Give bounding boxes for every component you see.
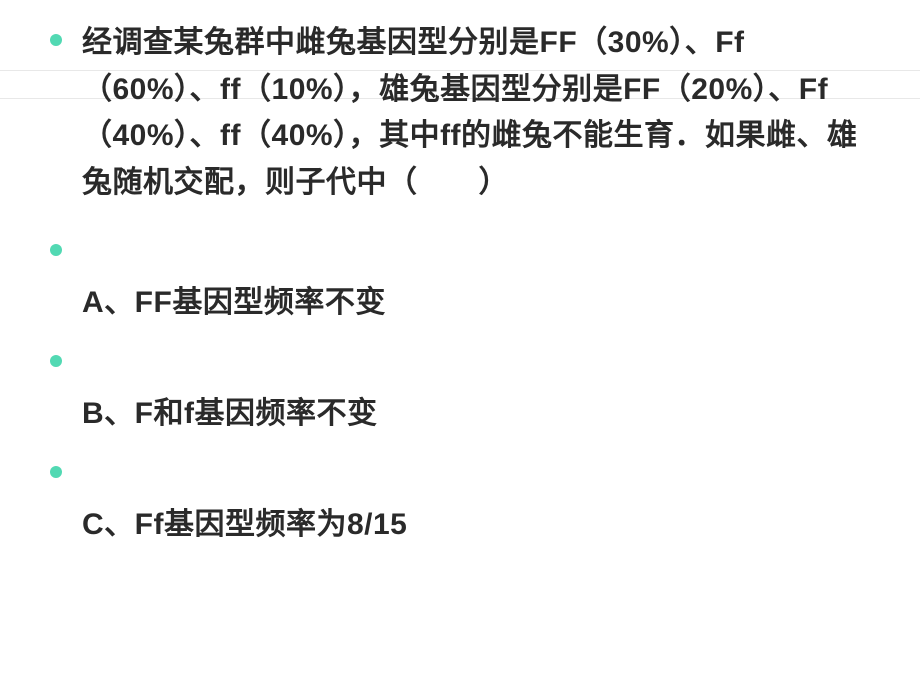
question-block: 经调查某兔群中雌兔基因型分别是FF（30%）、Ff（60%）、ff（10%），雄… bbox=[50, 20, 880, 206]
option-a: A、FF基因型频率不变 bbox=[50, 244, 880, 325]
option-label: C、Ff基因型频率为8/15 bbox=[82, 466, 880, 547]
bullet-icon bbox=[50, 34, 62, 46]
question-text: 经调查某兔群中雌兔基因型分别是FF（30%）、Ff（60%）、ff（10%），雄… bbox=[82, 20, 880, 206]
option-label: B、F和f基因频率不变 bbox=[82, 355, 880, 436]
option-c: C、Ff基因型频率为8/15 bbox=[50, 466, 880, 547]
bullet-icon bbox=[50, 244, 62, 256]
option-label: A、FF基因型频率不变 bbox=[82, 244, 880, 325]
bullet-icon bbox=[50, 355, 62, 367]
option-b: B、F和f基因频率不变 bbox=[50, 355, 880, 436]
bullet-icon bbox=[50, 466, 62, 478]
